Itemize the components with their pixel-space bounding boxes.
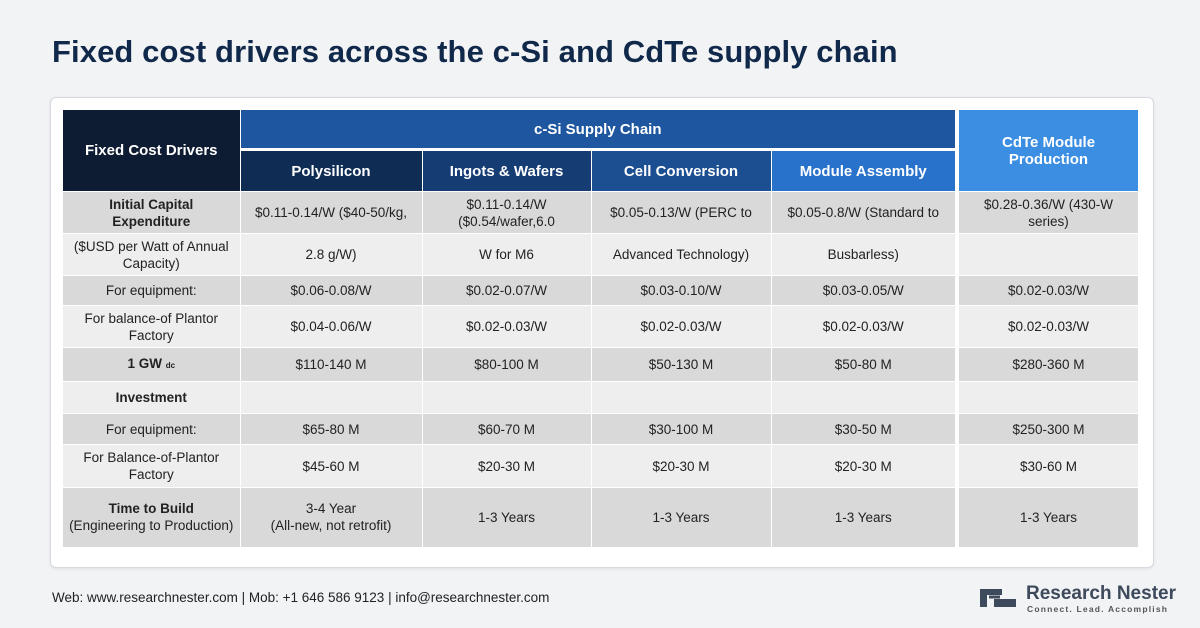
table-cell: $20-30 M xyxy=(591,444,772,488)
row-label: 1 GW dc xyxy=(63,347,241,382)
row-label-line2: (Engineering to Production) xyxy=(69,518,234,534)
table-cell: $30-100 M xyxy=(591,413,772,445)
table-row: ($USD per Watt of Annual Capacity) 2.8 g… xyxy=(63,233,1139,276)
table-cell: $60-70 M xyxy=(422,413,592,445)
table-cell: $110-140 M xyxy=(240,347,423,382)
table-cell: $0.03-0.10/W xyxy=(591,275,772,306)
table-cell: $0.02-0.03/W xyxy=(591,305,772,348)
header-cdte-module-production: CdTe Module Production xyxy=(955,110,1139,192)
table-cell: $0.05-0.8/W (Standard to xyxy=(771,191,958,234)
table-cell: $0.11-0.14/W ($40-50/kg, xyxy=(240,191,423,234)
table-cell: $20-30 M xyxy=(422,444,592,488)
table-cell xyxy=(422,381,592,414)
table-cell: $0.28-0.36/W (430-W series) xyxy=(955,191,1139,234)
table-cell: $30-60 M xyxy=(955,444,1139,488)
table-cell: $0.11-0.14/W ($0.54/wafer,6.0 xyxy=(422,191,592,234)
table-cell: $0.02-0.07/W xyxy=(422,275,592,306)
table-row: For equipment: $0.06-0.08/W $0.02-0.07/W… xyxy=(63,275,1139,306)
table-cell: $0.02-0.03/W xyxy=(955,275,1139,306)
row-label: For equipment: xyxy=(63,275,241,306)
fixed-cost-table: Fixed Cost Drivers c-Si Supply Chain CdT… xyxy=(63,110,1139,547)
table-cell: $65-80 M xyxy=(240,413,423,445)
table-cell: Busbarless) xyxy=(771,233,958,276)
row-label-text: 1 GW xyxy=(127,356,162,371)
table-cell-line2: (All-new, not retrofit) xyxy=(270,518,392,534)
table-cell: $0.05-0.13/W (PERC to xyxy=(591,191,772,234)
header-fixed-cost-drivers: Fixed Cost Drivers xyxy=(63,110,241,192)
table-cell: 1-3 Years xyxy=(955,487,1139,547)
table-cell xyxy=(955,381,1139,414)
table-cell: $280-360 M xyxy=(955,347,1139,382)
table-cell: $0.06-0.08/W xyxy=(240,275,423,306)
research-nester-logo: Research Nester Connect. Lead. Accomplis… xyxy=(976,583,1176,615)
table-cell: $0.02-0.03/W xyxy=(422,305,592,348)
table-cell: 1-3 Years xyxy=(422,487,592,547)
table-cell: $50-80 M xyxy=(771,347,958,382)
table-row: For equipment: $65-80 M $60-70 M $30-100… xyxy=(63,413,1139,445)
table-cell: $0.03-0.05/W xyxy=(771,275,958,306)
row-label: ($USD per Watt of Annual Capacity) xyxy=(63,233,241,276)
table-cell: 1-3 Years xyxy=(591,487,772,547)
table-row: Investment xyxy=(63,381,1139,414)
logo-tagline: Connect. Lead. Accomplish xyxy=(1027,604,1169,614)
table-row: 1 GW dc $110-140 M $80-100 M $50-130 M $… xyxy=(63,347,1139,382)
row-label-subscript: dc xyxy=(165,361,176,370)
logo-mark-icon xyxy=(980,589,1016,607)
header-module-assembly: Module Assembly xyxy=(771,148,958,192)
table-cell: Advanced Technology) xyxy=(591,233,772,276)
row-label: Investment xyxy=(63,381,241,414)
header-ingots-wafers: Ingots & Wafers xyxy=(422,148,592,192)
row-label-text: Time to Build xyxy=(108,501,194,517)
table-cell: $250-300 M xyxy=(955,413,1139,445)
row-label: For Balance-of-Plantor Factory xyxy=(63,444,241,488)
table-cell: $0.02-0.03/W xyxy=(955,305,1139,348)
table-cell: $50-130 M xyxy=(591,347,772,382)
table-cell xyxy=(955,233,1139,276)
table-row: For balance-of Plantor Factory $0.04-0.0… xyxy=(63,305,1139,348)
table-row: Time to Build (Engineering to Production)… xyxy=(63,487,1139,547)
table-cell: $80-100 M xyxy=(422,347,592,382)
header-polysilicon: Polysilicon xyxy=(240,148,423,192)
footer-contact: Web: www.researchnester.com | Mob: +1 64… xyxy=(52,590,550,605)
header-cell-conversion: Cell Conversion xyxy=(591,148,772,192)
table-cell xyxy=(591,381,772,414)
logo-name: Research Nester xyxy=(1026,583,1176,604)
row-label: For balance-of Plantor Factory xyxy=(63,305,241,348)
row-label: Initial Capital Expenditure xyxy=(63,191,241,234)
table-cell xyxy=(240,381,423,414)
page-title: Fixed cost drivers across the c-Si and C… xyxy=(52,34,898,69)
table-cell xyxy=(771,381,958,414)
table-cell: $45-60 M xyxy=(240,444,423,488)
table-cell: W for M6 xyxy=(422,233,592,276)
table-row: Initial Capital Expenditure $0.11-0.14/W… xyxy=(63,191,1139,234)
row-label: Time to Build (Engineering to Production) xyxy=(63,487,241,547)
table-cell: $0.02-0.03/W xyxy=(771,305,958,348)
table-cell-line1: 3-4 Year xyxy=(305,501,357,517)
table-cell: $20-30 M xyxy=(771,444,958,488)
table-cell: 3-4 Year (All-new, not retrofit) xyxy=(240,487,423,547)
table-cell: 1-3 Years xyxy=(771,487,958,547)
table-row: For Balance-of-Plantor Factory $45-60 M … xyxy=(63,444,1139,488)
header-csi-supply-chain: c-Si Supply Chain xyxy=(240,110,958,150)
table-cell: $0.04-0.06/W xyxy=(240,305,423,348)
table-cell: 2.8 g/W) xyxy=(240,233,423,276)
table-cell: $30-50 M xyxy=(771,413,958,445)
row-label: For equipment: xyxy=(63,413,241,445)
